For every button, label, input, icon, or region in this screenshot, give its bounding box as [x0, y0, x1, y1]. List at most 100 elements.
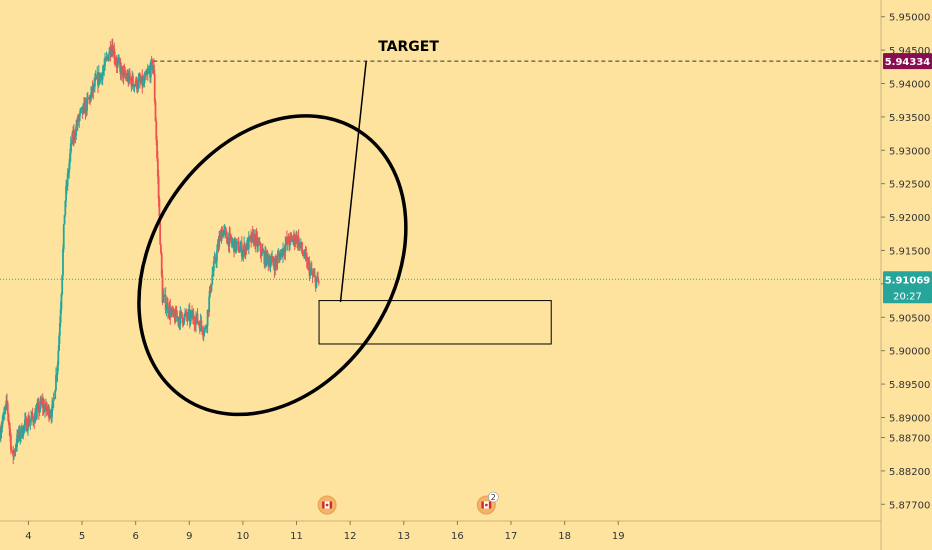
- candle-body: [182, 322, 185, 324]
- candle-body: [93, 79, 96, 87]
- candle-body: [161, 275, 164, 303]
- candle-body: [52, 398, 55, 401]
- candle-body: [225, 230, 228, 239]
- x-tick-label: 11: [290, 531, 303, 542]
- candle-body: [153, 64, 155, 75]
- candle-body: [305, 254, 308, 257]
- candle-body: [124, 70, 127, 77]
- event-marker[interactable]: [317, 495, 337, 515]
- candle-body: [13, 451, 16, 453]
- candle-body: [156, 158, 159, 177]
- candle-body: [20, 426, 23, 437]
- candle-body: [206, 309, 209, 326]
- candle-body: [36, 405, 39, 411]
- event-marker[interactable]: 2: [476, 491, 499, 515]
- candle-body: [30, 417, 33, 421]
- candle-body: [212, 270, 214, 275]
- countdown-label: 20:27: [893, 291, 922, 302]
- candle-body: [266, 251, 269, 258]
- candle-body: [228, 233, 231, 247]
- candle-body: [212, 261, 215, 271]
- target-label[interactable]: TARGET: [378, 39, 439, 55]
- current-price-label: 5.91069: [885, 275, 931, 286]
- candle-body: [92, 84, 95, 93]
- drawings-layer[interactable]: TARGET: [84, 39, 552, 465]
- candle-body: [51, 400, 54, 405]
- candle-body: [257, 242, 260, 247]
- candle-body: [278, 254, 281, 256]
- candle-body: [251, 232, 253, 243]
- candle-body: [25, 418, 28, 431]
- candle-body: [0, 432, 2, 439]
- candle-body: [9, 428, 12, 435]
- candle-body: [128, 72, 131, 79]
- y-tick-label: 5.88200: [889, 467, 930, 478]
- candle-body: [32, 417, 35, 422]
- candle-body: [65, 186, 67, 201]
- candle-body: [114, 60, 117, 63]
- candle-body: [306, 261, 309, 268]
- candle-body: [187, 312, 190, 319]
- candle-body: [2, 414, 5, 422]
- candle-body: [7, 414, 10, 423]
- candle-body: [300, 241, 303, 250]
- x-tick-label: 13: [397, 531, 410, 542]
- canada-flag-icon: [481, 501, 492, 509]
- candle-body: [56, 364, 59, 375]
- candle-body: [272, 256, 274, 263]
- candle-body: [82, 104, 85, 114]
- candle-body: [279, 252, 282, 260]
- candle-body: [78, 115, 81, 121]
- candle-body: [86, 97, 88, 111]
- x-tick-label: 19: [612, 531, 625, 542]
- candle-body: [55, 374, 58, 376]
- candle-body: [4, 405, 7, 411]
- candle-body: [45, 402, 48, 411]
- candle-body: [261, 249, 263, 256]
- candle-body: [256, 236, 259, 247]
- events-layer[interactable]: 2: [317, 491, 499, 515]
- candle-body: [90, 92, 92, 101]
- candle-body: [164, 294, 167, 310]
- candle-body: [139, 78, 141, 82]
- candle-body: [241, 253, 244, 257]
- price-labels-layer: 5.94334 5.91069 20:27: [883, 53, 932, 304]
- candle-body: [294, 241, 297, 244]
- candle-body: [215, 261, 218, 263]
- candle-body: [223, 229, 225, 233]
- candle-body: [198, 323, 200, 325]
- candle-body: [287, 237, 290, 244]
- target-price-label: 5.94334: [885, 57, 931, 68]
- candle-body: [29, 420, 32, 423]
- candle-body: [242, 249, 245, 254]
- y-tick-label: 5.94500: [889, 46, 930, 57]
- candle-body: [181, 317, 184, 324]
- candle-body: [99, 74, 102, 82]
- event-count: 2: [491, 493, 496, 502]
- x-tick-label: 4: [25, 531, 31, 542]
- candle-body: [189, 314, 192, 322]
- candle-body: [240, 243, 243, 257]
- candle-body: [309, 269, 312, 276]
- candle-body: [289, 235, 291, 246]
- candle-body: [46, 410, 49, 412]
- candle-body: [202, 333, 205, 335]
- candle-body: [183, 315, 186, 323]
- candle-body: [86, 97, 89, 99]
- demand-zone-rectangle[interactable]: [318, 300, 552, 345]
- candle-body: [59, 308, 62, 324]
- candle-body: [35, 410, 38, 420]
- candle-body: [143, 77, 146, 83]
- time-axis[interactable]: 4 5 6 9 10 11 12 13 16 17 18 19: [25, 521, 625, 542]
- candle-body: [231, 242, 234, 244]
- candle-body: [282, 248, 285, 252]
- target-trend-line[interactable]: [339, 60, 367, 302]
- candle-body: [23, 419, 26, 426]
- y-tick-label: 5.93500: [889, 113, 930, 124]
- candle-body: [147, 70, 150, 73]
- x-tick-label: 6: [132, 531, 138, 542]
- candle-body: [209, 286, 211, 297]
- candle-body: [302, 252, 305, 256]
- candle-body: [63, 215, 66, 225]
